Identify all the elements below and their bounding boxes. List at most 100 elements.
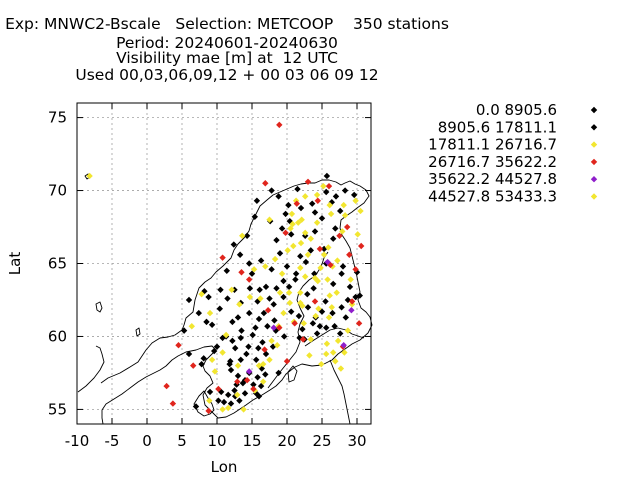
data-point-series-1	[282, 210, 289, 218]
data-point-series-2	[213, 343, 221, 350]
data-point-series-1	[219, 334, 226, 342]
data-point-series-1	[307, 247, 314, 254]
data-point-series-1	[262, 283, 270, 291]
data-point-series-2	[351, 191, 358, 199]
data-point-series-4	[352, 266, 359, 273]
data-point-series-1	[223, 267, 230, 274]
data-point-series-1	[248, 270, 256, 277]
data-point-series-3	[339, 228, 346, 235]
data-point-series-3	[290, 242, 297, 250]
data-point-series-3	[324, 276, 331, 283]
data-point-series-1	[288, 308, 295, 315]
axis-ticks: -10 -5 0 5 10 15 20 25 30 55 60 65 70 75	[48, 103, 371, 450]
data-point-series-1	[337, 330, 344, 337]
data-point-series-3	[304, 251, 312, 258]
data-point-series-4	[243, 377, 251, 384]
data-point-series-1	[309, 200, 316, 207]
data-point-series-4	[238, 269, 245, 276]
legend-marker-4	[590, 158, 598, 166]
data-point-series-3	[198, 290, 205, 298]
data-point-series-1	[236, 251, 244, 258]
data-point-series-2	[356, 292, 363, 299]
data-point-series-3	[302, 229, 309, 237]
data-point-series-3	[325, 244, 332, 251]
data-point-series-1	[304, 290, 311, 298]
data-point-series-3	[222, 331, 230, 339]
data-point-series-1	[330, 235, 337, 242]
data-point-series-1	[338, 304, 345, 311]
y-tick-label: 55	[48, 400, 67, 418]
x-tick-label: -5	[105, 432, 120, 450]
data-point-series-1	[224, 295, 231, 302]
data-point-series-3	[297, 289, 304, 296]
data-point-series-1	[283, 263, 291, 270]
data-point-series-1	[280, 293, 287, 301]
data-point-series-2	[318, 308, 326, 315]
data-point-series-3	[302, 193, 309, 200]
data-point-series-2	[329, 309, 336, 317]
data-point-series-1	[253, 356, 260, 363]
data-point-series-3	[312, 312, 319, 320]
data-point-series-1	[255, 393, 263, 400]
legend-marker-2	[590, 124, 598, 131]
data-point-series-2	[285, 201, 292, 209]
data-point-series-4	[283, 358, 291, 365]
coastline-finland-south	[304, 327, 365, 347]
data-point-series-4	[304, 178, 312, 185]
legend-marker-6	[590, 193, 598, 200]
data-point-series-3	[257, 295, 264, 302]
data-point-series-2	[239, 379, 247, 387]
data-point-series-1	[332, 193, 340, 200]
data-point-series-4	[336, 232, 343, 239]
data-point-series-3	[287, 225, 294, 232]
data-point-series-3	[317, 264, 324, 272]
data-point-series-4	[250, 385, 257, 393]
data-point-series-1	[342, 314, 349, 321]
data-point-series-1	[217, 286, 224, 293]
data-point-series-3	[320, 251, 328, 258]
data-point-series-3	[341, 349, 348, 356]
data-point-series-3	[286, 299, 293, 307]
data-point-series-2	[255, 344, 262, 352]
data-point-series-1	[180, 327, 188, 334]
data-point-series-4	[316, 245, 324, 253]
data-point-series-1	[309, 320, 317, 327]
data-point-series-3	[323, 340, 331, 347]
data-point-series-3	[239, 232, 246, 239]
data-point-series-3	[357, 207, 364, 215]
data-point-series-1	[275, 193, 282, 200]
data-point-series-1	[292, 276, 299, 283]
data-point-series-3	[352, 197, 359, 204]
data-point-series-1	[236, 397, 243, 404]
data-point-series-4	[276, 121, 283, 129]
data-point-series-1	[227, 400, 235, 407]
data-point-series-1	[198, 360, 205, 368]
data-point-series-1	[241, 390, 249, 397]
data-point-series-4	[205, 407, 212, 415]
data-point-series-3	[298, 216, 305, 223]
data-point-series-3	[208, 356, 216, 363]
data-point-series-1	[313, 330, 321, 337]
data-point-series-3	[297, 264, 304, 272]
x-tick-label: -10	[65, 432, 90, 450]
data-point-series-1	[323, 324, 330, 331]
coastline-denmark	[193, 390, 215, 417]
data-point-series-4	[246, 276, 253, 283]
y-tick-label: 65	[48, 255, 67, 273]
data-point-series-4	[355, 320, 363, 327]
data-point-series-1	[237, 356, 244, 363]
data-point-series-1	[323, 188, 330, 196]
y-axis-label: Lat	[6, 252, 24, 276]
data-point-series-2	[310, 285, 317, 292]
data-point-series-3	[330, 349, 337, 356]
x-tick-label: 10	[207, 432, 226, 450]
data-point-series-1	[322, 298, 329, 305]
data-point-series-4	[190, 362, 197, 369]
data-point-series-3	[334, 257, 341, 264]
data-point-series-5	[246, 368, 253, 375]
data-point-series-1	[232, 344, 239, 352]
data-point-series-1	[192, 403, 200, 410]
data-point-series-1	[254, 374, 261, 381]
data-point-series-2	[230, 241, 237, 248]
x-tick-label: 20	[277, 432, 296, 450]
